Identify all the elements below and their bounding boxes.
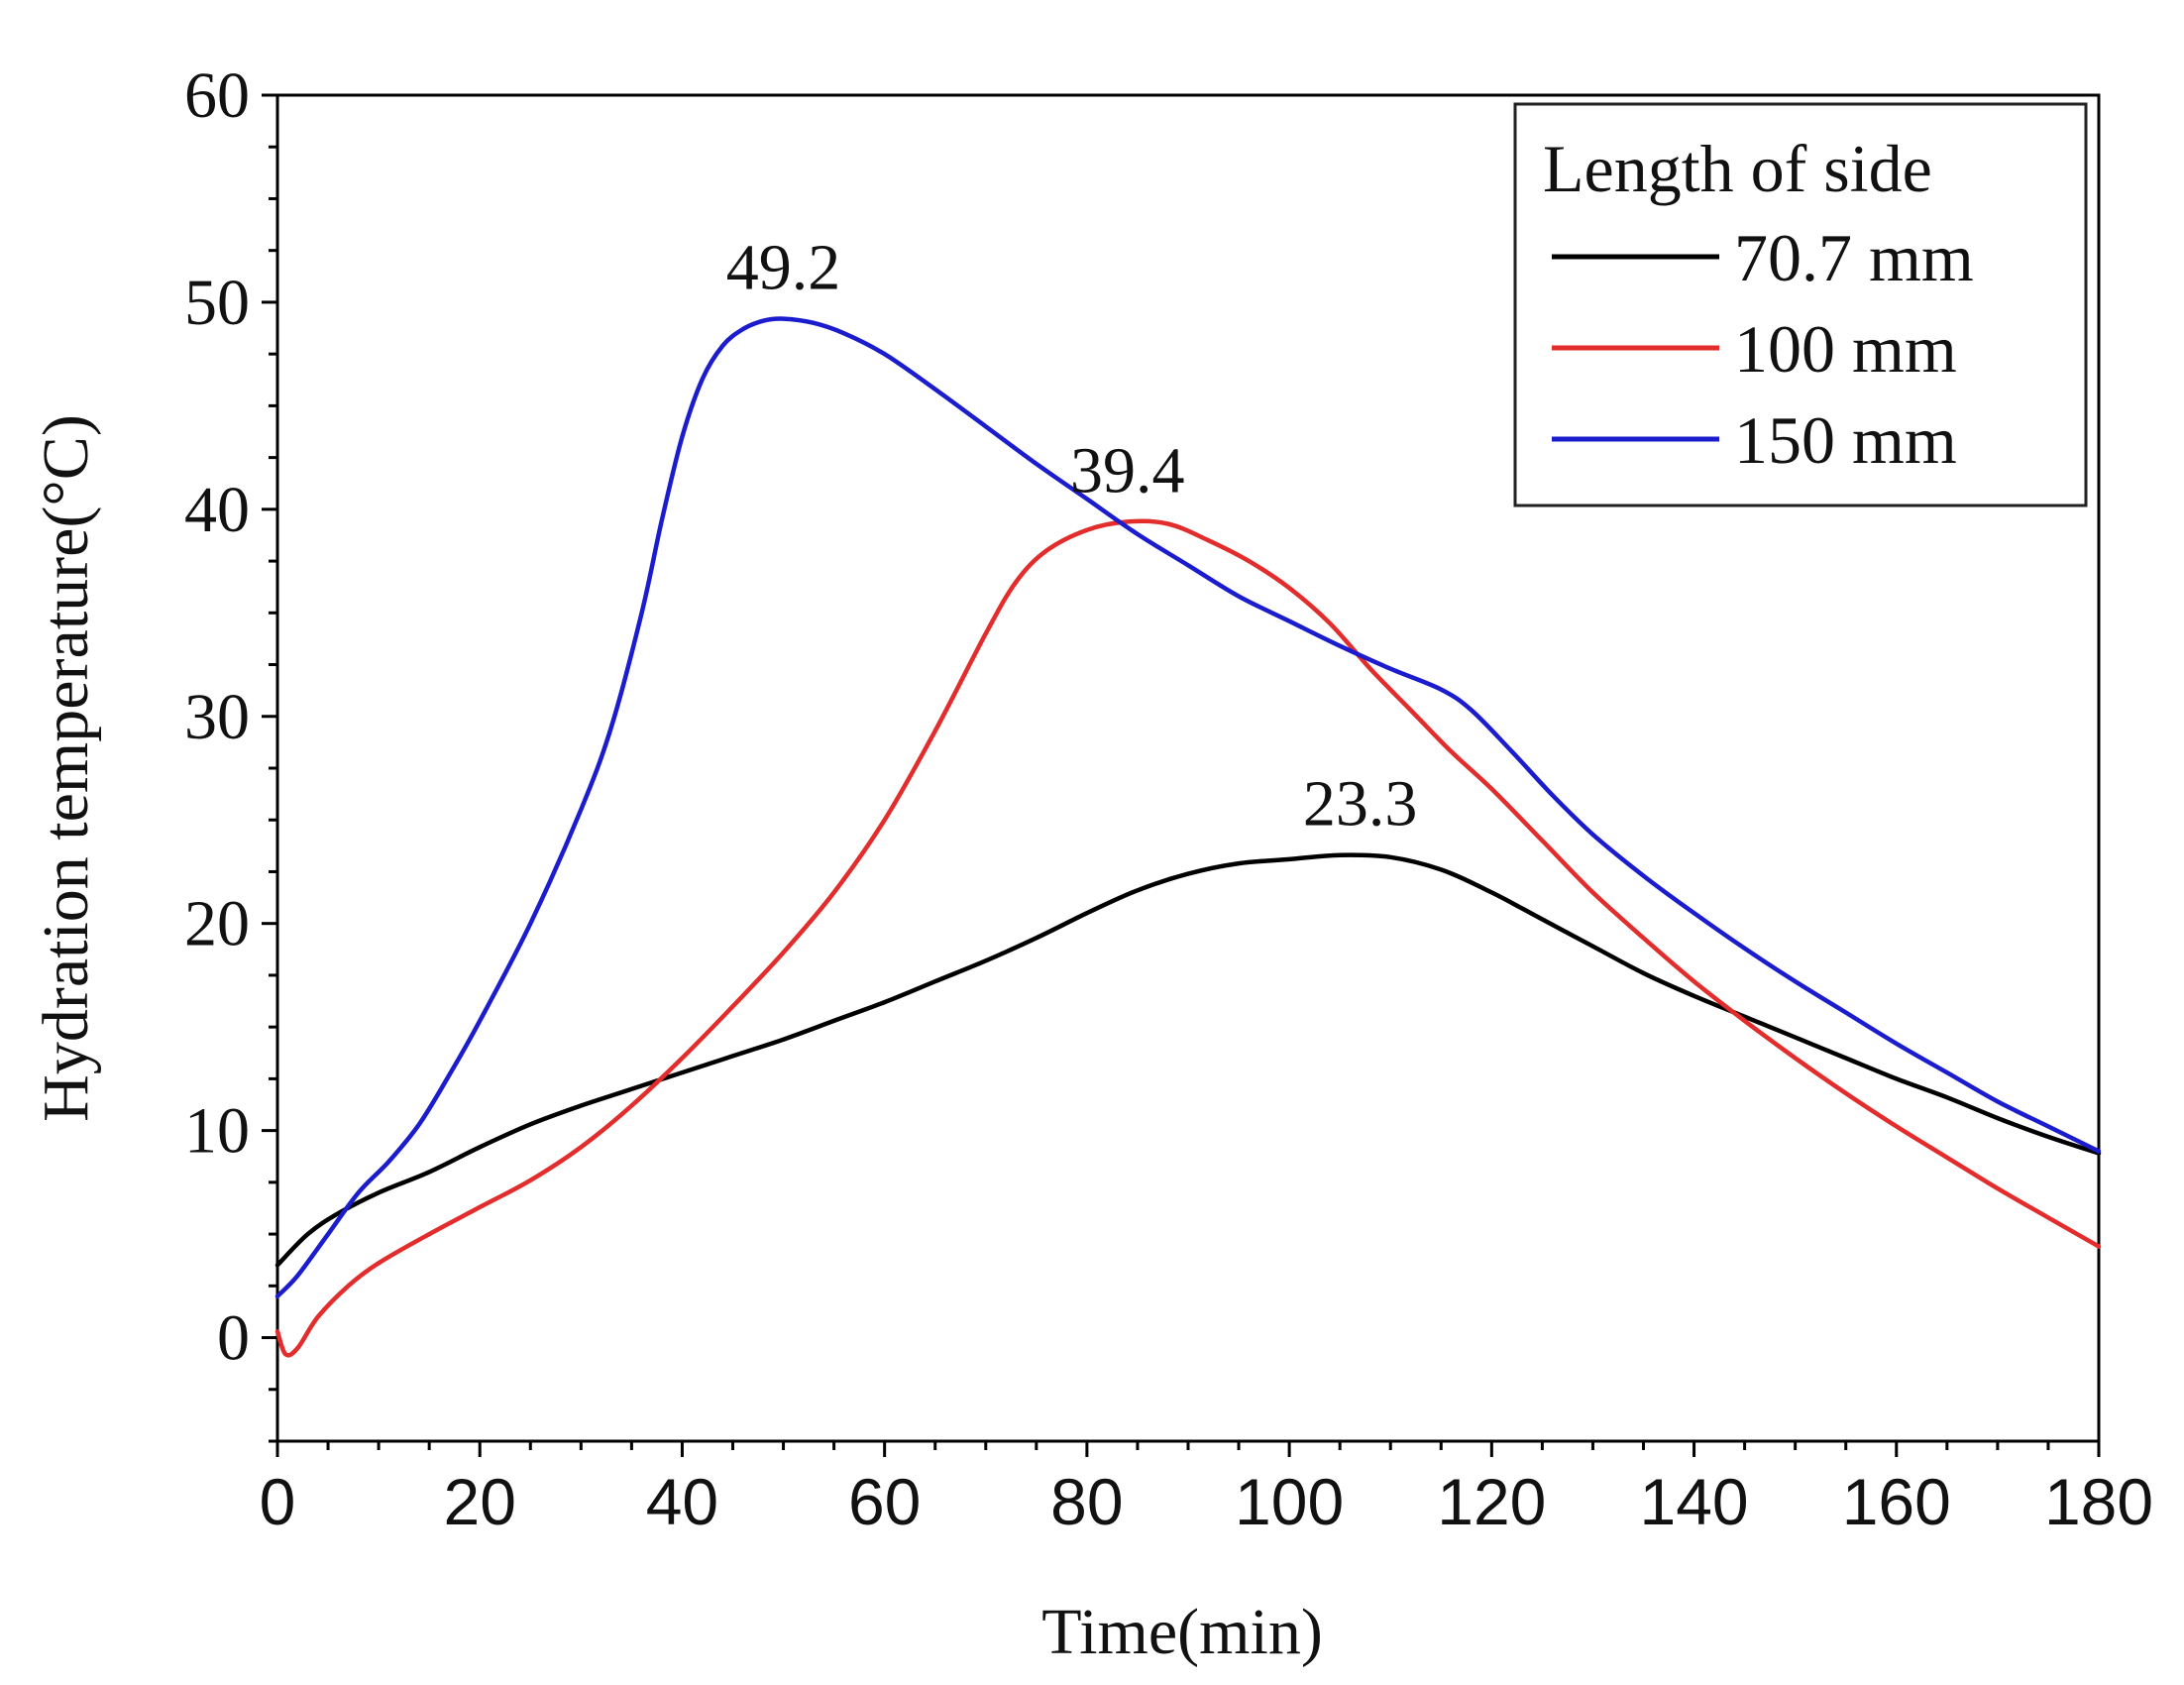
x-tick-label: 180: [2044, 1465, 2153, 1538]
x-tick-label: 100: [1235, 1465, 1344, 1538]
y-tick-label: 40: [184, 474, 250, 546]
legend: Length of side 70.7 mm 100 mm 150 mm: [1513, 102, 2088, 507]
y-tick-label: 60: [184, 59, 250, 132]
legend-label: 70.7 mm: [1734, 220, 1974, 295]
y-tick-label: 50: [184, 267, 250, 339]
series-line-150-mm: [274, 316, 2102, 1299]
y-tick-label: 20: [184, 888, 250, 960]
x-axis-title: Time(min): [1041, 1596, 1323, 1668]
x-tick-label: 80: [1050, 1465, 1123, 1538]
peak-annotations: 49.2 39.4 23.3: [726, 232, 1418, 841]
series-line-70-7-mm: [274, 852, 2102, 1268]
y-tick-label: 30: [184, 681, 250, 753]
legend-entries: 70.7 mm 100 mm 150 mm: [1552, 220, 1974, 478]
tick-labels: 0 20 40 60 80 100 120 140 160 180 0 10 20 30 40 50 60: [184, 59, 2153, 1538]
peak-label: 39.4: [1070, 434, 1185, 506]
x-tick-label: 160: [1842, 1465, 1951, 1538]
series-line-100-mm: [274, 518, 2102, 1358]
axis-ticks: [262, 93, 2101, 1457]
x-tick-label: 60: [848, 1465, 921, 1538]
series-lines: [274, 316, 2102, 1358]
x-tick-label: 20: [444, 1465, 516, 1538]
x-tick-label: 120: [1437, 1465, 1546, 1538]
peak-label: 23.3: [1303, 768, 1418, 841]
legend-title: Length of side: [1543, 131, 1932, 206]
y-tick-label: 0: [217, 1302, 250, 1375]
legend-label: 100 mm: [1734, 311, 1957, 387]
x-tick-label: 140: [1639, 1465, 1748, 1538]
x-tick-label: 0: [260, 1465, 296, 1538]
x-tick-label: 40: [646, 1465, 718, 1538]
peak-label: 49.2: [726, 232, 841, 304]
y-axis-title: Hydration temperature(°C): [30, 414, 102, 1122]
legend-label: 150 mm: [1734, 402, 1957, 478]
y-tick-label: 10: [184, 1095, 250, 1168]
